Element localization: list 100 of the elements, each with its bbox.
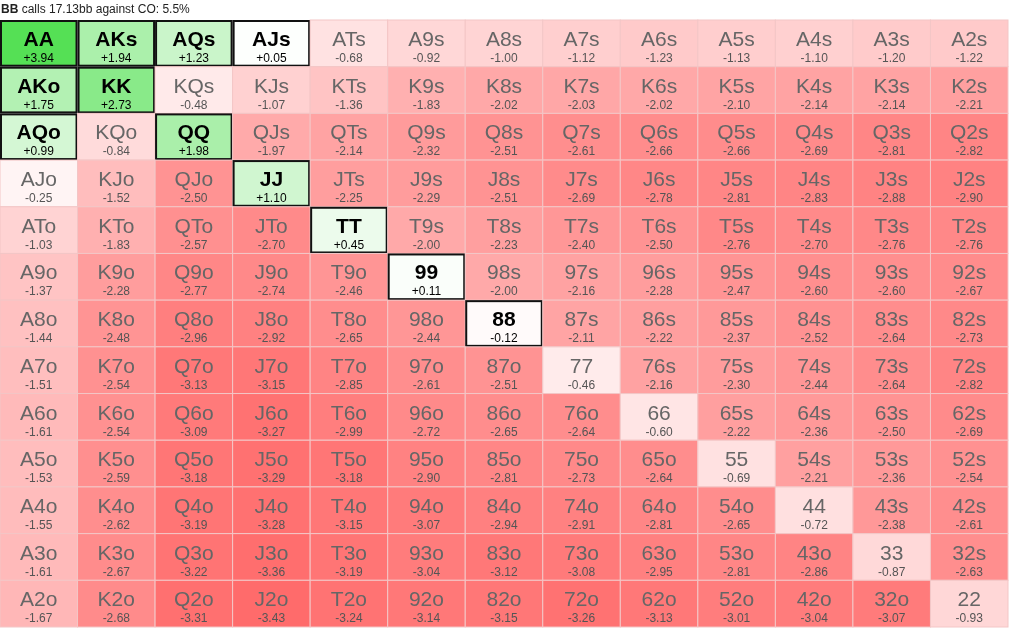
annotation: 53s xyxy=(874,447,909,471)
data-label: -2.40 xyxy=(567,237,596,252)
annotation: Q4o xyxy=(173,493,214,517)
annotation: 75o xyxy=(564,447,600,471)
annotation: 54o xyxy=(719,493,755,517)
annotation: A8s xyxy=(485,27,523,50)
annotation: AKs xyxy=(95,27,138,50)
data-label: -2.00 xyxy=(412,237,441,252)
annotation: K9o xyxy=(97,260,135,284)
data-label: -1.20 xyxy=(878,51,906,65)
data-label: -2.59 xyxy=(102,471,131,486)
data-label: -3.13 xyxy=(180,377,208,392)
data-label: +0.11 xyxy=(411,284,442,299)
annotation: 32s xyxy=(952,540,987,564)
data-label: +1.98 xyxy=(178,144,210,159)
annotation: 42o xyxy=(796,587,832,611)
data-label: -2.70 xyxy=(800,237,829,252)
data-label: -2.95 xyxy=(645,564,674,579)
data-label: -2.81 xyxy=(878,144,906,159)
annotation: 62s xyxy=(952,400,987,424)
annotation: 73s xyxy=(874,353,909,377)
annotation: QQ xyxy=(177,120,211,144)
annotation: T5o xyxy=(330,447,368,471)
annotation: T7o xyxy=(330,353,368,377)
data-label: -2.96 xyxy=(180,331,208,346)
annotation: 74o xyxy=(564,493,600,517)
data-label: -2.69 xyxy=(955,424,984,439)
annotation: Q8o xyxy=(173,307,214,331)
annotation: J3s xyxy=(875,167,909,191)
annotation: A7s xyxy=(563,27,600,50)
annotation: A5s xyxy=(718,27,755,50)
data-label: -2.81 xyxy=(722,191,751,206)
annotation: 88 xyxy=(492,307,516,331)
annotation: AJo xyxy=(20,167,57,191)
annotation: 72s xyxy=(952,353,987,377)
annotation: T6o xyxy=(330,400,368,424)
annotation: K8o xyxy=(97,307,135,331)
data-label: +2.73 xyxy=(101,97,132,112)
annotation: 55 xyxy=(724,447,749,471)
data-label: -2.66 xyxy=(722,144,751,159)
data-label: -2.85 xyxy=(335,377,363,392)
data-label: -3.07 xyxy=(412,517,441,532)
data-label: -2.67 xyxy=(955,284,984,299)
data-label: -2.69 xyxy=(567,191,596,206)
annotation: KJo xyxy=(98,167,135,191)
annotation: 72o xyxy=(564,587,600,611)
data-label: -2.46 xyxy=(335,284,363,299)
data-label: +0.99 xyxy=(23,144,55,159)
data-label: -2.52 xyxy=(800,331,829,346)
annotation: 96s xyxy=(642,260,677,284)
data-label: -3.24 xyxy=(335,611,363,626)
data-label: -3.04 xyxy=(800,611,829,626)
annotation: T7s xyxy=(564,213,600,237)
data-label: -2.65 xyxy=(335,331,363,346)
annotation: Q5o xyxy=(173,447,214,471)
data-label: -2.57 xyxy=(180,237,208,252)
data-label: -2.67 xyxy=(102,564,131,579)
data-label: -2.48 xyxy=(102,331,131,346)
annotation: KTo xyxy=(98,213,135,237)
annotation: Q7o xyxy=(173,353,214,377)
data-label: +3.94 xyxy=(23,51,55,65)
annotation: 82o xyxy=(486,587,522,611)
data-label: -2.91 xyxy=(567,517,596,532)
annotation: QJs xyxy=(252,120,291,144)
data-label: -3.36 xyxy=(257,564,286,579)
data-label: -3.29 xyxy=(257,471,286,486)
annotation: T3s xyxy=(874,213,910,237)
data-label: -1.83 xyxy=(412,97,441,112)
annotation: 87o xyxy=(486,353,522,377)
annotation: KTs xyxy=(331,73,367,97)
annotation: 85s xyxy=(719,307,754,331)
annotation: Q3s xyxy=(872,120,911,144)
data-label: -2.64 xyxy=(567,424,596,439)
data-label: -1.22 xyxy=(955,51,984,65)
annotation: Q7s xyxy=(562,120,601,144)
annotation: 44 xyxy=(802,493,827,517)
annotation: 43s xyxy=(874,493,909,517)
data-label: -2.44 xyxy=(412,331,441,346)
annotation: T8o xyxy=(330,307,368,331)
annotation: Q5s xyxy=(717,120,756,144)
annotation: QJo xyxy=(174,167,214,191)
annotation: K5s xyxy=(718,73,755,97)
data-label: -3.07 xyxy=(878,611,906,626)
annotation: 85o xyxy=(486,447,522,471)
data-label: -2.63 xyxy=(955,564,984,579)
data-label: -0.60 xyxy=(645,424,674,439)
data-label: -2.64 xyxy=(878,331,906,346)
data-label: -3.15 xyxy=(335,517,363,532)
data-label: -0.12 xyxy=(490,331,518,346)
data-label: -2.21 xyxy=(800,471,829,486)
annotation: 64o xyxy=(641,493,677,517)
data-label: -2.50 xyxy=(180,191,208,206)
annotation: K4o xyxy=(97,493,135,517)
chart-title: BB calls 17.13bb against CO: 5.5% xyxy=(1,2,191,16)
annotation: J9s xyxy=(410,167,443,191)
data-label: -1.10 xyxy=(800,51,829,65)
data-label: -2.29 xyxy=(412,191,441,206)
data-label: -2.36 xyxy=(878,471,906,486)
annotation: T9o xyxy=(330,260,368,284)
annotation: A9o xyxy=(20,260,58,284)
